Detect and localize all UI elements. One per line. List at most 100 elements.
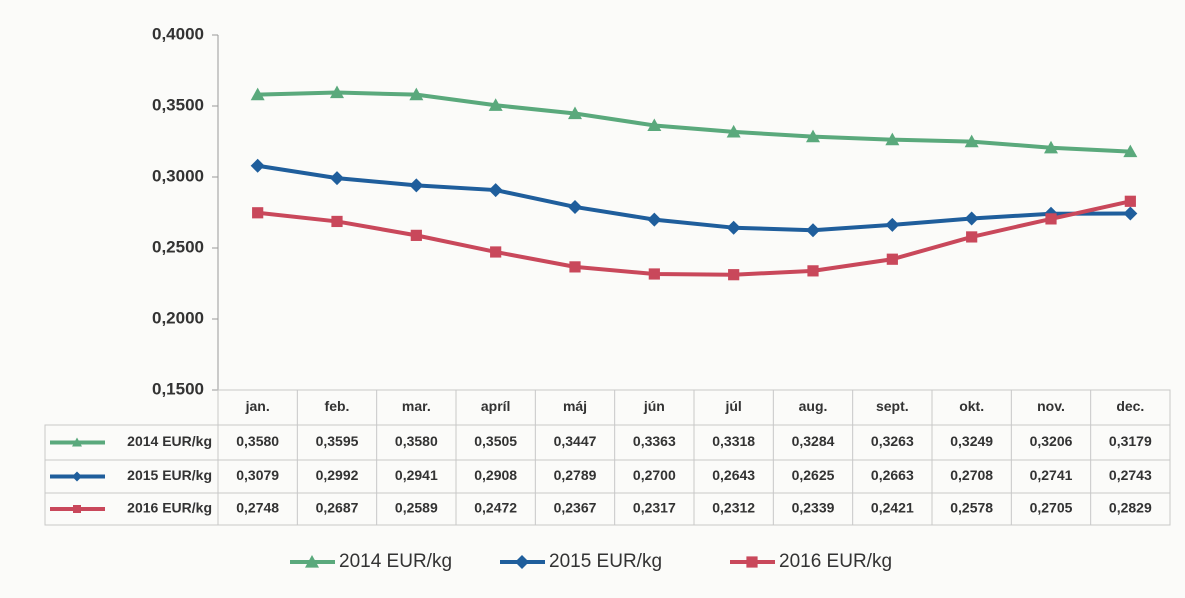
series-line [257,90,1131,154]
marker [806,129,820,143]
value-label: 0,2339 [792,500,835,516]
marker [1123,206,1138,221]
value-label: 0,3284 [792,433,835,449]
value-label: 0,2687 [316,500,359,516]
marker [331,215,343,228]
marker [726,220,741,235]
x-tick-label: jan. [245,398,270,414]
x-tick-label: dec. [1116,398,1144,414]
marker [746,556,758,568]
value-label: 0,2789 [554,467,597,483]
marker [1044,140,1058,154]
marker [252,207,264,219]
x-tick-label: mar. [402,398,431,414]
marker [648,268,660,280]
y-tick-label: 0,4000 [152,24,204,43]
y-tick-label: 0,3000 [152,166,204,185]
value-label: 0,3249 [950,433,993,449]
value-label: 0,2625 [792,467,835,483]
x-tick-label: aug. [799,398,828,414]
y-tick-label: 0,2000 [152,308,204,327]
marker [806,223,820,238]
y-tick-label: 0,2500 [152,237,204,256]
value-label: 0,2748 [236,500,279,516]
value-label: 0,3263 [871,433,914,449]
marker [250,158,265,173]
marker [73,505,81,513]
marker [964,134,979,148]
value-label: 0,2663 [871,467,914,483]
marker [726,124,741,138]
marker [72,471,82,482]
x-tick-label: nov. [1037,398,1065,414]
value-label: 0,2367 [554,500,597,516]
marker [305,555,319,568]
value-label: 0,3580 [236,433,279,449]
x-tick-label: apríl [481,398,511,414]
value-label: 0,3580 [395,433,438,449]
marker [490,246,502,258]
marker [568,199,582,214]
value-label: 0,2829 [1109,500,1152,516]
marker [728,269,740,281]
marker [488,98,503,111]
marker [964,211,979,226]
value-label: 0,3206 [1030,433,1073,449]
marker [647,118,662,132]
value-label: 0,2421 [871,500,914,516]
value-label: 0,3179 [1109,433,1152,449]
marker [409,178,424,193]
marker [886,253,898,265]
x-tick-label: sept. [876,398,909,414]
x-tick-label: okt. [959,398,984,414]
row-label: 2014 EUR/kg [127,433,212,449]
marker [885,217,900,232]
value-label: 0,2472 [474,500,517,516]
value-label: 0,2741 [1030,467,1073,483]
value-label: 0,3447 [554,433,597,449]
marker [409,87,424,101]
legend-label: 2014 EUR/kg [339,551,452,572]
marker [410,229,422,241]
marker [72,437,82,447]
value-label: 0,3363 [633,433,676,449]
value-label: 0,2908 [474,467,517,483]
series-line [257,199,1131,277]
marker [330,171,344,186]
value-label: 0,2312 [712,500,755,516]
value-label: 0,2643 [712,467,755,483]
value-label: 0,2743 [1109,467,1152,483]
value-label: 0,2708 [950,467,993,483]
value-label: 0,3595 [316,433,359,449]
marker [569,261,581,273]
x-tick-label: máj [563,398,587,414]
marker [1123,144,1138,158]
y-tick-label: 0,3500 [152,95,204,114]
marker [807,265,819,277]
marker [1124,195,1136,207]
value-label: 0,3505 [474,433,517,449]
x-tick-label: júl [724,398,741,414]
marker [647,212,662,227]
value-label: 0,2705 [1030,500,1073,516]
marker [966,231,978,243]
legend-label: 2015 EUR/kg [549,551,662,572]
value-label: 0,2992 [316,467,359,483]
marker [250,87,265,101]
value-label: 0,3079 [236,467,279,483]
value-label: 0,2700 [633,467,676,483]
value-label: 0,2317 [633,500,676,516]
marker [330,85,344,99]
value-label: 0,3318 [712,433,755,449]
row-label: 2016 EUR/kg [127,500,212,516]
marker [515,555,529,569]
series-line [257,163,1131,233]
value-label: 0,2578 [950,500,993,516]
x-tick-label: jún [643,398,665,414]
marker [568,106,582,120]
x-tick-label: feb. [325,398,350,414]
value-label: 0,2589 [395,500,438,516]
legend-label: 2016 EUR/kg [779,551,892,572]
